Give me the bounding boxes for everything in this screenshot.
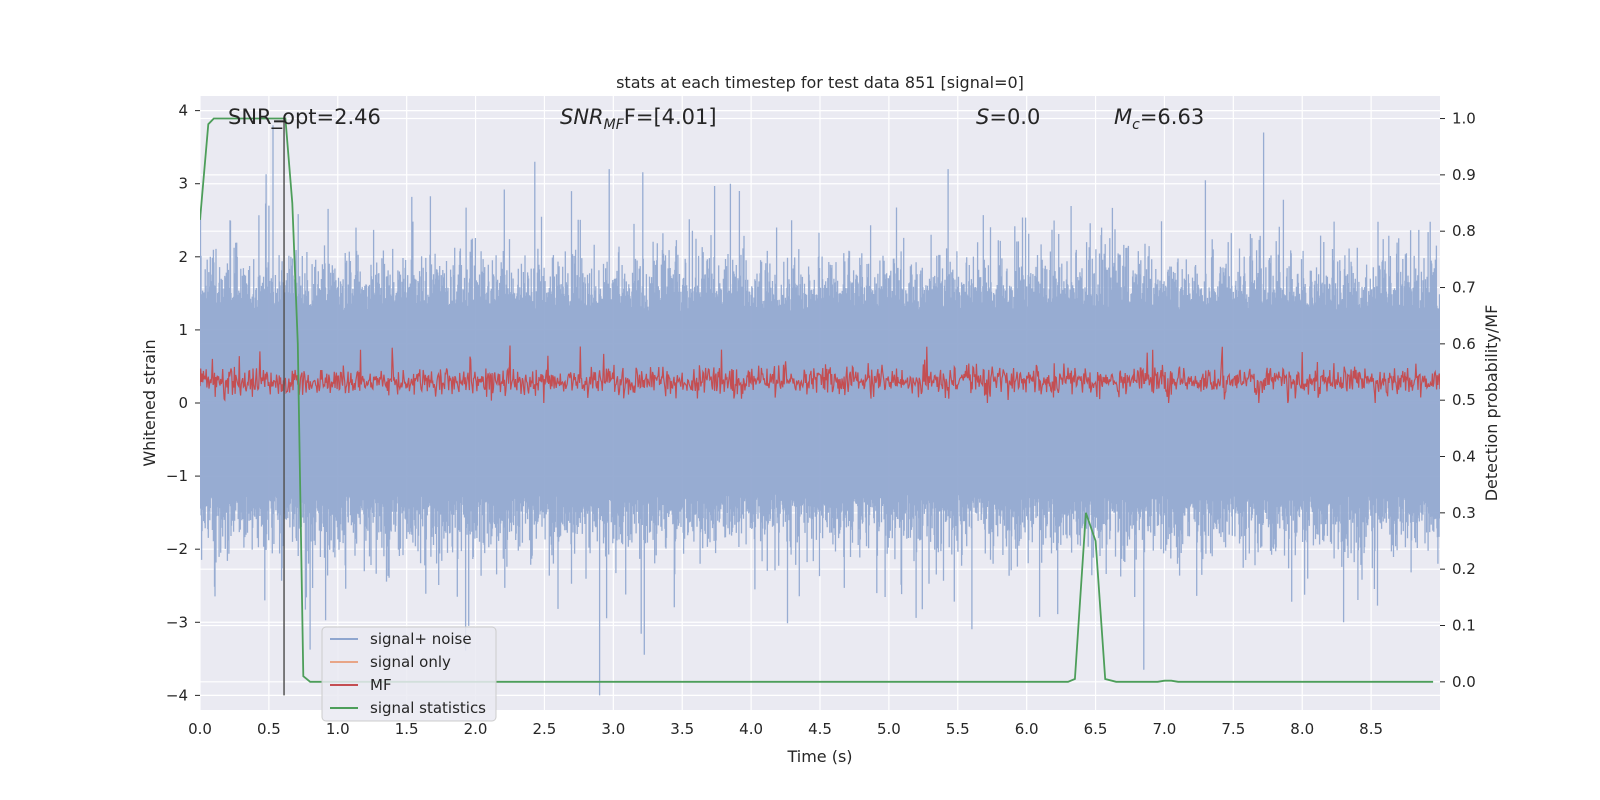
y-right-tick-label: 0.8 [1452,222,1476,240]
x-tick-label: 1.5 [395,720,419,738]
annotation-snr-mf: SNRMFF=[4.01] [560,105,717,133]
x-axis-ticks: 0.0 0.5 1.0 1.5 2.0 2.5 3.0 3.5 4.0 4.5 5.0 5.5 6.0 6… [188,720,1383,738]
y-right-tick-label: 0.3 [1452,504,1476,522]
y-axis-right-ticks: 1.0 0.9 0.8 0.7 0.6 0.5 0.4 0.3 0.2 0.1 0.0 [1440,110,1476,691]
legend-label-mf: MF [370,676,392,694]
x-tick-label: 3.0 [601,720,625,738]
x-tick-label: 8.5 [1359,720,1383,738]
x-tick-label: 5.0 [877,720,901,738]
y-right-tick-label: 0.7 [1452,279,1476,297]
y-axis-label: Whitened strain [140,339,159,466]
y-tick-label: 1 [178,321,188,339]
x-tick-label: 5.5 [946,720,970,738]
y-tick-label: −4 [166,686,188,704]
x-tick-label: 7.5 [1221,720,1245,738]
x-tick-label: 2.5 [533,720,557,738]
x-tick-label: 7.0 [1153,720,1177,738]
y-right-tick-label: 0.6 [1452,335,1476,353]
y-tick-label: 3 [178,175,188,193]
x-tick-label: 2.0 [464,720,488,738]
annotation-snr-opt: SNR_opt=2.46 [228,105,381,130]
legend-label-signal-statistics: signal statistics [370,699,486,717]
y-tick-label: −3 [166,613,188,631]
annotation-s: S=0.0 [976,105,1040,129]
y-tick-label: −2 [166,540,188,558]
y-right-tick-label: 0.5 [1452,391,1476,409]
annotation-mc: Mc=6.63 [1114,105,1204,133]
series-signal-noise [200,125,1440,696]
y-axis-right-label: Detection probability/MF [1482,305,1501,502]
x-tick-label: 6.0 [1015,720,1039,738]
y-right-tick-label: 0.1 [1452,617,1476,635]
legend-label-signal-only: signal only [370,653,451,671]
y-tick-label: 0 [178,394,188,412]
signal-statistics-line [200,117,1434,683]
legend-label-signal-noise: signal+ noise [370,630,472,648]
x-tick-label: 3.5 [670,720,694,738]
x-tick-label: 1.0 [326,720,350,738]
mf-trace [200,345,1440,404]
x-tick-label: 0.0 [188,720,212,738]
x-tick-label: 4.5 [808,720,832,738]
x-tick-label: 0.5 [257,720,281,738]
legend-box [321,626,497,722]
y-right-tick-label: 0.0 [1452,673,1476,691]
x-tick-label: 4.0 [739,720,763,738]
y-tick-label: −1 [166,467,188,485]
y-right-tick-label: 0.2 [1452,560,1476,578]
y-right-tick-label: 0.9 [1452,166,1476,184]
y-right-tick-label: 0.4 [1452,448,1476,466]
x-tick-label: 8.0 [1290,720,1314,738]
chart-title: stats at each timestep for test data 851… [616,73,1024,92]
time-marker [274,120,285,696]
series-signal-statistics [200,117,1434,683]
y-right-tick-label: 1.0 [1452,110,1476,128]
series-mf [200,345,1440,404]
y-tick-label: 2 [178,248,188,266]
signal-noise-trace [200,125,1440,696]
x-axis-label: Time (s) [786,747,852,766]
legend: signal+ noise signal only MF signal stat… [321,626,497,722]
x-tick-label: 6.5 [1084,720,1108,738]
y-axis-ticks: 4 3 2 1 0 −1 −2 −3 −4 [166,102,200,704]
y-tick-label: 4 [178,102,188,120]
